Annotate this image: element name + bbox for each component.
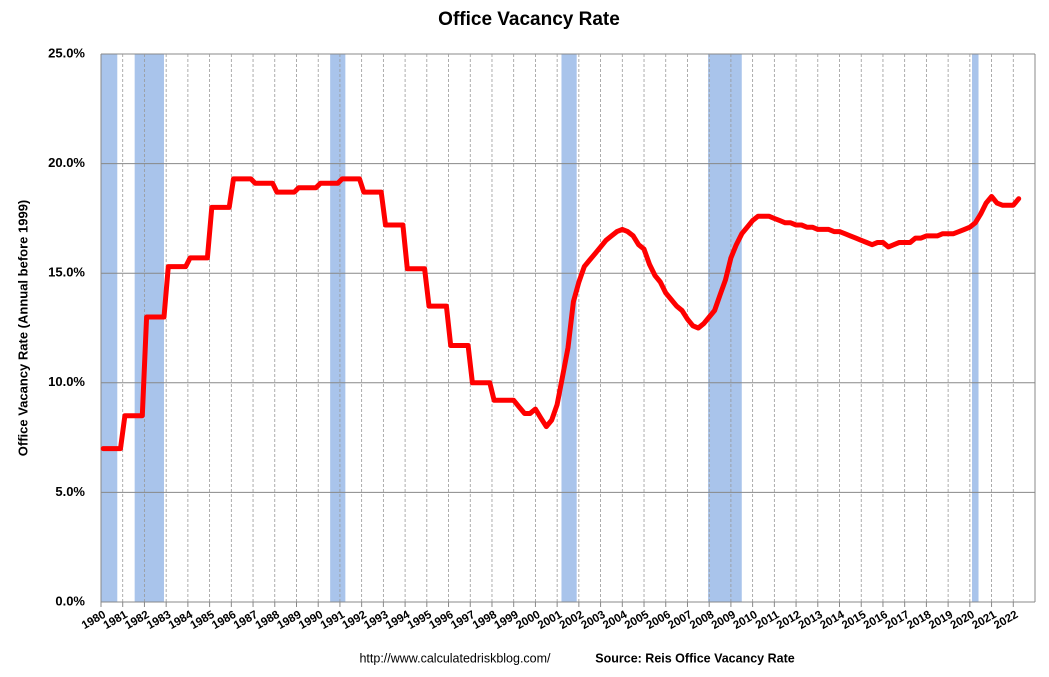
y-tick-label: 25.0% bbox=[48, 45, 85, 60]
chart-title: Office Vacancy Rate bbox=[438, 9, 620, 30]
x-tick-label: 2022 bbox=[992, 609, 1020, 632]
source: Source: Reis Office Vacancy Rate bbox=[595, 651, 794, 665]
recession-band bbox=[708, 54, 742, 602]
y-tick-label: 20.0% bbox=[48, 155, 85, 170]
footer: http://www.calculatedriskblog.com/ bbox=[359, 651, 551, 665]
y-tick-label: 15.0% bbox=[48, 265, 85, 280]
y-axis-label: Office Vacancy Rate (Annual before 1999) bbox=[15, 200, 30, 456]
recession-band bbox=[972, 54, 979, 602]
y-tick-label: 10.0% bbox=[48, 374, 85, 389]
y-tick-label: 5.0% bbox=[55, 484, 85, 499]
recession-band bbox=[330, 54, 346, 602]
recession-band bbox=[101, 54, 118, 602]
recession-band bbox=[134, 54, 164, 602]
y-tick-label: 0.0% bbox=[55, 593, 85, 608]
data-line bbox=[100, 176, 1022, 452]
